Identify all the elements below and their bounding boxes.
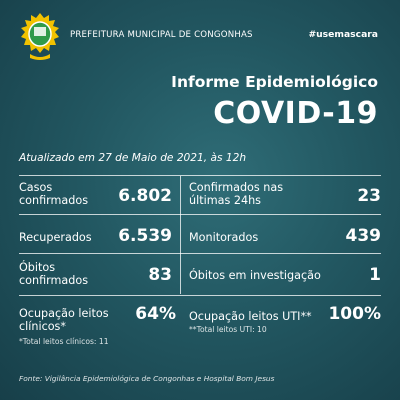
divider [180,176,181,294]
header: PREFEITURA MUNICIPAL DE CONGONHAS #usema… [0,0,400,64]
divider [19,214,381,215]
leitos-clinicos-label: Ocupação leitos clínicos* [19,307,109,333]
divider [19,295,381,296]
casos-value: 6.802 [118,186,172,206]
ultimas-value: 23 [357,186,381,206]
investigacao-label: Óbitos em investigação [189,269,321,282]
source-note: Fonte: Vigilância Epidemiológica de Cong… [19,374,275,383]
city-crest-icon [21,13,59,60]
recuperados-value: 6.539 [118,226,172,246]
monitorados-label: Monitorados [189,231,259,244]
leitos-clinicos-value: 64% [135,304,176,324]
leitos-uti-label: Ocupação leitos UTI** [189,310,312,323]
monitorados-value: 439 [345,226,382,246]
leitos-uti-value: 100% [328,304,381,324]
recuperados-label: Recuperados [19,231,92,244]
leitos-uti-note: **Total leitos UTI: 10 [189,325,267,334]
leitos-clinicos-note: *Total leitos clínicos: 11 [19,337,109,346]
city-name: PREFEITURA MUNICIPAL DE CONGONHAS [70,30,253,40]
casos-label: Casos confirmados [19,181,89,207]
investigacao-value: 1 [369,265,381,285]
divider [19,253,381,254]
divider [19,175,381,176]
report-subtitle: COVID-19 [213,96,378,131]
ultimas-label: Confirmados nas últimas 24hs [189,181,284,207]
obitos-label: Óbitos confirmados [19,261,89,287]
hashtag: #usemascara [308,29,378,40]
obitos-value: 83 [148,265,172,285]
report-title: Informe Epidemiológico [171,73,378,91]
updated-timestamp: Atualizado em 27 de Maio de 2021, às 12h [19,152,247,164]
